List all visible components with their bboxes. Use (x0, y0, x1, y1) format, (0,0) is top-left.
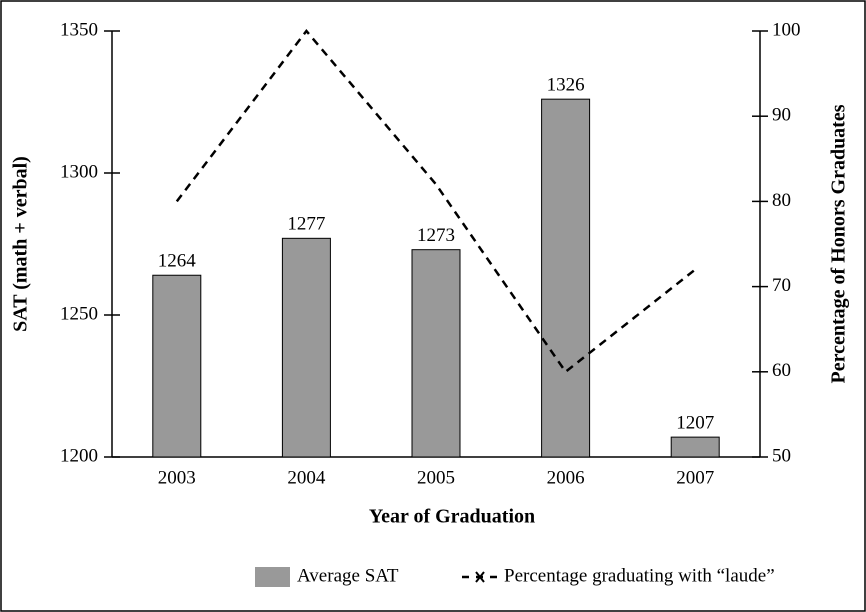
y2-tick-label: 70 (772, 275, 791, 296)
bar (670, 436, 720, 458)
x-tick-label: 2006 (547, 467, 585, 488)
y2-tick-label: 60 (772, 360, 791, 381)
y-axis-label: SAT (math + verbal) (10, 156, 32, 332)
legend-swatch (255, 567, 290, 587)
x-tick-label: 2003 (158, 467, 196, 488)
bar (152, 274, 202, 458)
data-label: 1207 (676, 412, 714, 433)
x-axis-label: Year of Graduation (369, 506, 535, 528)
y-tick-label: 1200 (60, 445, 98, 466)
x-tick-label: 2004 (287, 467, 326, 488)
bar (411, 249, 461, 458)
y-tick-label: 1350 (60, 19, 98, 40)
legend-label: Average SAT (297, 565, 399, 586)
y-tick-label: 1300 (60, 161, 98, 182)
y2-axis-label: Percentage of Honors Graduates (828, 104, 850, 383)
data-label: 1277 (287, 214, 325, 235)
line (175, 29, 696, 374)
bar (541, 98, 591, 458)
data-label: 1264 (158, 251, 197, 272)
y2-tick-label: 50 (772, 445, 791, 466)
y-tick-label: 1250 (60, 303, 98, 324)
bar (281, 237, 331, 458)
data-label: 1273 (417, 225, 455, 246)
y2-tick-label: 80 (772, 190, 791, 211)
y2-tick-label: 90 (772, 105, 791, 126)
legend-marker (475, 571, 485, 583)
y2-tick-label: 100 (772, 19, 801, 40)
x-tick-label: 2005 (417, 467, 455, 488)
x-tick-label: 2007 (676, 467, 714, 488)
legend-label: Percentage graduating with “laude” (504, 565, 775, 586)
data-label: 1326 (547, 75, 585, 96)
